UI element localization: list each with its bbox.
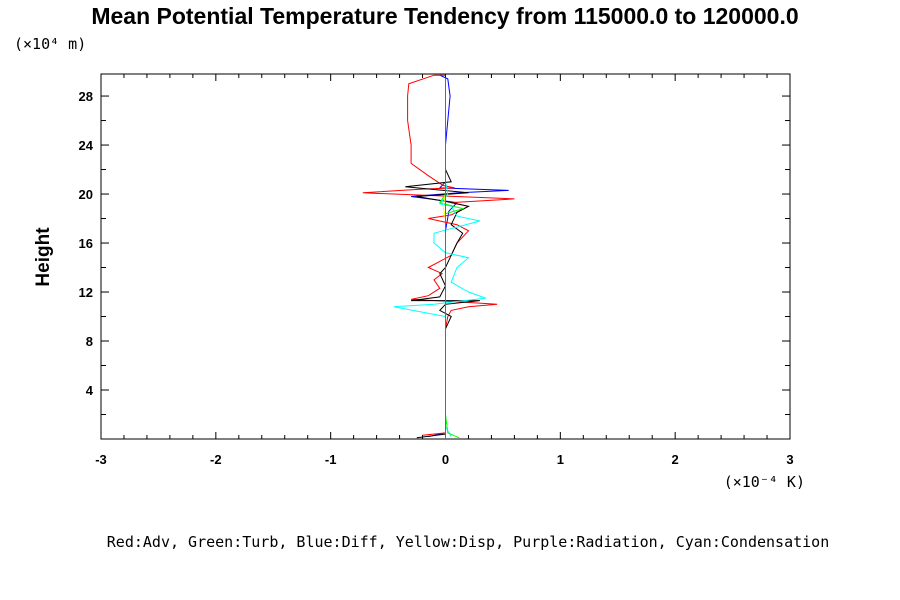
y-scale-label: (×10⁴ m) [14,35,86,53]
y-tick-label: 16 [79,236,93,251]
series-line [393,77,486,437]
y-tick-label: 8 [86,334,93,349]
x-tick-label: -2 [210,452,222,467]
x-tick-label: 0 [442,452,449,467]
x-tick-label: 2 [672,452,679,467]
axis-ticks [100,74,791,439]
y-tick-label: 24 [79,138,94,153]
y-tick-labels: 4 8 12 16 20 24 28 [79,89,94,398]
y-tick-label: 12 [79,285,93,300]
x-tick-label: 1 [557,452,564,467]
y-tick-label: 28 [79,89,93,104]
series-line [362,74,515,436]
chart-title: Mean Potential Temperature Tendency from… [91,3,798,29]
series-lines [362,74,515,439]
x-tick-label: -1 [325,452,337,467]
x-scale-label: (×10⁻⁴ K) [724,473,805,491]
x-tick-label: 3 [786,452,793,467]
series-line [405,77,480,439]
x-tick-label: -3 [95,452,107,467]
y-axis-label: Height [33,227,54,287]
y-tick-label: 20 [79,187,93,202]
legend-text: Red:Adv, Green:Turb, Blue:Diff, Yellow:D… [107,533,829,551]
x-tick-labels: -3 -2 -1 0 1 2 3 [95,452,793,467]
y-tick-label: 4 [86,383,94,398]
